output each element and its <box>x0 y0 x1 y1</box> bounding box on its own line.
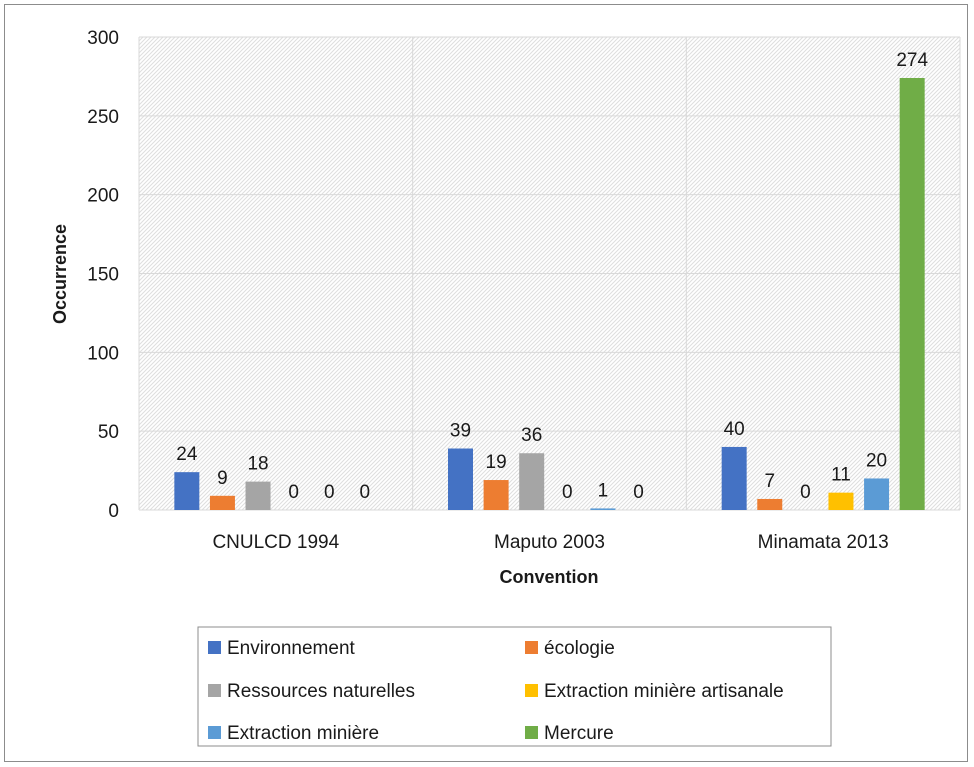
data-label: 0 <box>360 482 371 503</box>
x-axis-title: Convention <box>500 567 599 587</box>
data-label: 1 <box>598 480 609 501</box>
data-label: 9 <box>217 468 228 489</box>
data-labels: 24 39 40 9 19 7 18 36 0 0 0 11 0 1 20 0 0 274 <box>176 50 928 503</box>
legend-box <box>197 626 832 747</box>
gridlines <box>138 36 961 511</box>
bar <box>209 495 235 510</box>
bar <box>828 492 854 510</box>
data-label: 20 <box>866 450 887 471</box>
x-tick-label: Minamata 2013 <box>758 532 889 553</box>
y-tick-label: 300 <box>87 28 119 49</box>
data-label: 0 <box>324 482 335 503</box>
bar <box>483 480 509 510</box>
x-tick-labels: CNULCD 1994 Maputo 2003 Minamata 2013 <box>212 532 888 553</box>
bar <box>721 446 747 510</box>
data-label: 24 <box>176 444 198 465</box>
y-tick-label: 50 <box>98 422 119 443</box>
data-label: 0 <box>562 482 573 503</box>
legend-label: Ressources naturelles <box>227 681 415 702</box>
data-label: 7 <box>764 471 775 492</box>
y-tick-label: 250 <box>87 107 119 128</box>
data-label: 39 <box>450 421 471 442</box>
data-label: 18 <box>247 454 268 475</box>
bar <box>448 448 473 510</box>
legend-swatch <box>525 684 538 697</box>
legend-label: écologie <box>544 638 615 659</box>
bar <box>245 481 271 510</box>
x-tick-label: Maputo 2003 <box>494 532 605 553</box>
bar <box>174 472 200 510</box>
bar <box>899 77 925 510</box>
data-label: 19 <box>486 452 507 473</box>
legend-swatch <box>208 641 221 654</box>
bar <box>590 508 616 510</box>
y-axis-title: Occurrence <box>50 224 70 324</box>
legend-swatch <box>208 726 221 739</box>
bar <box>757 498 783 510</box>
legend-swatch <box>525 726 538 739</box>
bars <box>174 77 925 510</box>
y-tick-label: 100 <box>87 343 119 364</box>
legend-swatch <box>208 684 221 697</box>
data-label: 274 <box>896 50 928 71</box>
bar <box>519 453 545 510</box>
y-tick-label: 200 <box>87 186 119 207</box>
data-label: 36 <box>521 425 542 446</box>
legend: Environnement écologie Ressources naturell… <box>208 638 784 744</box>
y-tick-labels: 0 50 100 150 200 250 300 <box>87 28 119 522</box>
y-tick-label: 150 <box>87 265 119 286</box>
legend-label: Environnement <box>227 638 356 659</box>
data-label: 0 <box>800 482 811 503</box>
legend-swatch <box>525 641 538 654</box>
data-label: 40 <box>724 419 745 440</box>
legend-label: Mercure <box>544 723 614 744</box>
data-label: 0 <box>288 482 299 503</box>
legend-label: Extraction minière artisanale <box>544 681 784 702</box>
y-tick-label: 0 <box>108 501 119 522</box>
data-label: 11 <box>831 465 851 486</box>
data-label: 0 <box>633 482 644 503</box>
legend-label: Extraction minière <box>227 723 379 744</box>
x-tick-label: CNULCD 1994 <box>212 532 339 553</box>
bar <box>864 478 890 510</box>
